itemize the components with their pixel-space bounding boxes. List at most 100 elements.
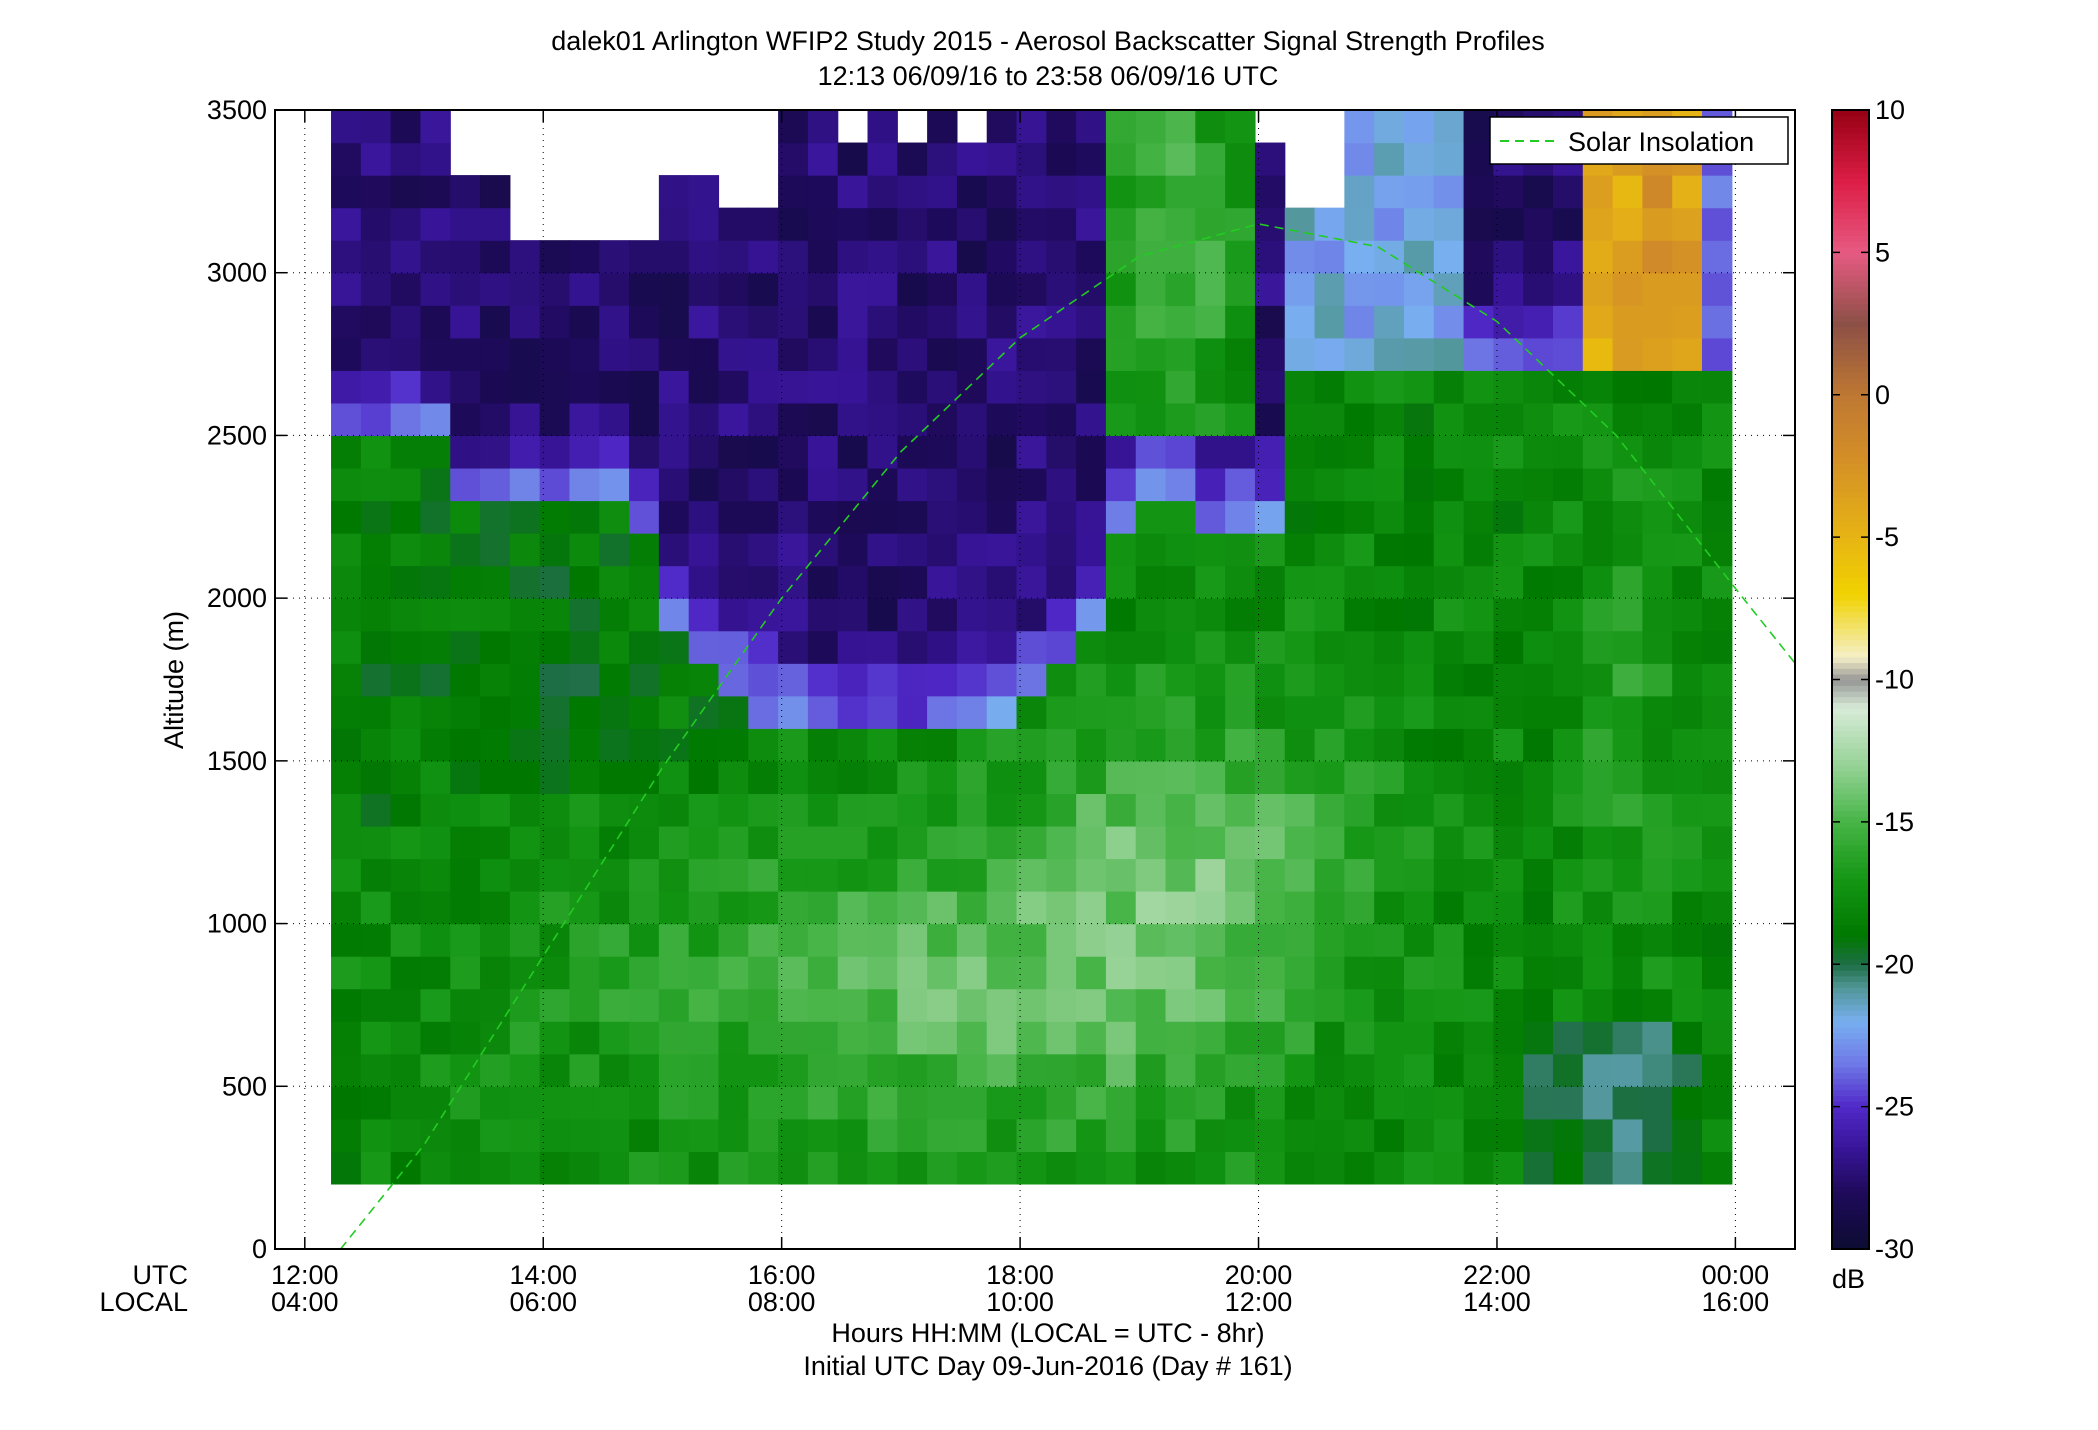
- heatmap-cell: [807, 793, 839, 827]
- heatmap-cell: [1374, 207, 1405, 241]
- heatmap-cell: [360, 728, 392, 762]
- heatmap-cell: [360, 1053, 392, 1087]
- heatmap-cell: [1344, 337, 1375, 371]
- heatmap-cell: [658, 207, 690, 241]
- heatmap-cell: [420, 1021, 451, 1055]
- heatmap-cell: [1403, 565, 1435, 599]
- heatmap-cell: [837, 1053, 869, 1087]
- heatmap-cell: [807, 956, 839, 990]
- heatmap-cell: [629, 956, 660, 990]
- heatmap-cell: [658, 240, 690, 274]
- colorbar-segment: [1832, 912, 1869, 920]
- heatmap-cell: [1403, 337, 1435, 371]
- heatmap-cell: [509, 695, 541, 729]
- heatmap-cell: [807, 825, 839, 860]
- heatmap-cell: [658, 402, 690, 437]
- heatmap-cell: [1582, 370, 1614, 404]
- legend: Solar Insolation: [1489, 116, 1789, 165]
- heatmap-cell: [480, 500, 511, 534]
- heatmap-cell: [390, 1118, 422, 1152]
- heatmap-cell: [539, 402, 571, 437]
- heatmap-cell: [718, 956, 749, 990]
- colorbar-segment: [1832, 782, 1869, 789]
- heatmap-cell: [569, 435, 600, 469]
- heatmap-cell: [420, 402, 451, 437]
- heatmap-cell: [1314, 1086, 1345, 1120]
- heatmap-cell: [480, 793, 511, 827]
- heatmap-cell: [1225, 1021, 1256, 1055]
- heatmap-cell: [360, 142, 392, 176]
- heatmap-cell: [1702, 956, 1733, 990]
- heatmap-cell: [867, 500, 898, 534]
- heatmap-cell: [1195, 956, 1226, 990]
- colorbar-segment: [1832, 229, 1869, 236]
- heatmap-cell: [1076, 728, 1107, 762]
- colorbar-segment: [1832, 890, 1869, 897]
- heatmap-cell: [331, 467, 362, 502]
- heatmap-cell: [1642, 760, 1673, 794]
- heatmap-cell: [390, 988, 422, 1022]
- colorbar-segment: [1832, 1055, 1869, 1062]
- heatmap-cell: [1165, 467, 1196, 502]
- heatmap-cell: [1552, 891, 1584, 925]
- heatmap-cell: [629, 923, 660, 957]
- heatmap-cell: [718, 1053, 749, 1087]
- heatmap-cell: [509, 402, 541, 437]
- heatmap-cell: [420, 272, 451, 306]
- heatmap-cell: [1612, 370, 1643, 404]
- heatmap-cell: [629, 858, 660, 892]
- heatmap-cell: [360, 175, 392, 209]
- heatmap-cell: [1076, 760, 1107, 794]
- heatmap-cell: [1672, 793, 1703, 827]
- heatmap-cell: [1225, 272, 1256, 306]
- heatmap-cell: [1105, 825, 1137, 860]
- heatmap-cell: [390, 435, 422, 469]
- heatmap-cell: [807, 858, 839, 892]
- heatmap-cell: [1284, 1086, 1316, 1120]
- heatmap-cell: [1672, 272, 1703, 306]
- heatmap-cell: [867, 1086, 898, 1120]
- heatmap-cell: [1225, 630, 1256, 664]
- heatmap-cell: [1105, 858, 1137, 892]
- heatmap-cell: [1493, 1118, 1524, 1152]
- heatmap-cell: [1165, 370, 1196, 404]
- heatmap-cell: [1314, 825, 1345, 860]
- heatmap-cell: [1493, 891, 1524, 925]
- heatmap-cell: [1016, 240, 1047, 274]
- heatmap-cell: [1225, 337, 1256, 371]
- heatmap-cell: [1374, 337, 1405, 371]
- heatmap-cell: [1284, 793, 1316, 827]
- heatmap-cell: [569, 630, 600, 664]
- colorbar-segment: [1832, 1095, 1869, 1102]
- heatmap-cell: [778, 565, 809, 599]
- colorbar-segment: [1832, 969, 1869, 977]
- heatmap-cell: [1016, 695, 1047, 729]
- heatmap-cell: [1254, 142, 1286, 176]
- heatmap-cell: [390, 370, 422, 404]
- heatmap-cell: [897, 695, 928, 729]
- heatmap-cell: [1582, 1151, 1614, 1185]
- heatmap-cell: [1702, 988, 1733, 1022]
- heatmap-cell: [420, 630, 451, 664]
- heatmap-cell: [1016, 988, 1047, 1022]
- heatmap-cell: [956, 142, 988, 176]
- heatmap-cell: [1582, 825, 1614, 860]
- heatmap-cell: [867, 402, 898, 437]
- heatmap-cell: [748, 1086, 779, 1120]
- heatmap-cell: [1612, 1086, 1643, 1120]
- heatmap-cell: [1046, 663, 1077, 697]
- heatmap-cell: [1344, 565, 1375, 599]
- colorbar-segment: [1832, 1106, 1869, 1114]
- heatmap-cell: [509, 272, 541, 306]
- heatmap-cell: [1612, 175, 1643, 209]
- heatmap-cell: [331, 435, 362, 469]
- heatmap-cell: [1642, 825, 1673, 860]
- heatmap-cell: [1433, 435, 1465, 469]
- heatmap-cell: [807, 467, 839, 502]
- heatmap-cell: [1314, 663, 1345, 697]
- heatmap-cell: [748, 467, 779, 502]
- legend-box: [1489, 116, 1789, 165]
- heatmap-cell: [1493, 988, 1524, 1022]
- heatmap-cell: [1552, 1086, 1584, 1120]
- heatmap-cell: [331, 923, 362, 957]
